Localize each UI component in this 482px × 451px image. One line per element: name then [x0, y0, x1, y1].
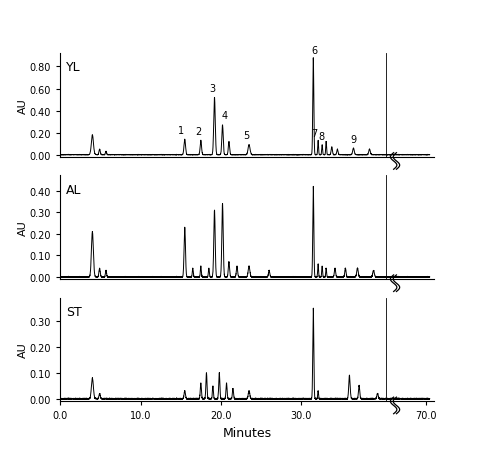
Text: 8: 8: [318, 132, 324, 142]
Text: 1: 1: [178, 125, 184, 135]
Text: 2: 2: [195, 127, 201, 137]
Text: 6: 6: [312, 46, 318, 56]
Text: 7: 7: [311, 129, 317, 139]
X-axis label: Minutes: Minutes: [223, 426, 271, 439]
Y-axis label: AU: AU: [18, 98, 28, 114]
Text: 9: 9: [350, 134, 357, 144]
Y-axis label: AU: AU: [18, 220, 28, 235]
Text: ST: ST: [66, 305, 81, 318]
Text: 3: 3: [209, 84, 215, 94]
Text: 5: 5: [243, 131, 250, 141]
Text: AL: AL: [66, 183, 81, 196]
Text: 4: 4: [221, 111, 227, 121]
Y-axis label: AU: AU: [18, 342, 28, 358]
Text: YL: YL: [66, 61, 80, 74]
